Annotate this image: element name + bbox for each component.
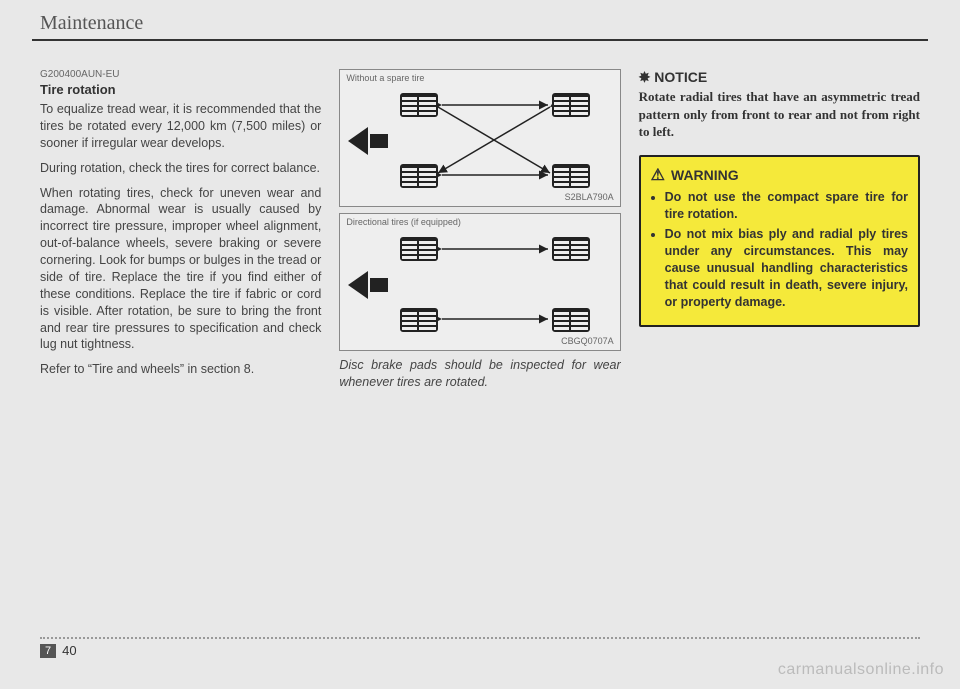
tire-icon (400, 237, 438, 261)
warning-triangle-icon: ⚠ (651, 165, 665, 185)
warning-label: WARNING (671, 167, 739, 183)
tire-icon (400, 164, 438, 188)
tire-diagram (400, 93, 590, 188)
tire-icon (552, 164, 590, 188)
direction-arrow-icon (348, 271, 388, 299)
warning-item: Do not use the compact spare tire for ti… (665, 189, 908, 223)
tire-diagram (400, 237, 590, 332)
subheading: Tire rotation (40, 82, 321, 97)
figure-body (340, 83, 619, 192)
paragraph: Refer to “Tire and wheels” in section 8. (40, 361, 321, 378)
paragraph: During rotation, check the tires for cor… (40, 160, 321, 177)
notice-label: NOTICE (654, 69, 707, 85)
tire-icon (400, 308, 438, 332)
chapter-number: 7 (40, 644, 56, 658)
manual-page: Maintenance G200400AUN-EU Tire rotation … (32, 12, 928, 662)
content-columns: G200400AUN-EU Tire rotation To equalize … (32, 69, 928, 391)
tire-icon (552, 237, 590, 261)
tire-icon (400, 93, 438, 117)
column-middle: Without a spare tire (339, 69, 620, 391)
figure-code: CBGQ0707A (340, 336, 619, 350)
figure-body (340, 227, 619, 336)
notice-body: Rotate radial tires that have an asymmet… (639, 88, 920, 141)
warning-item: Do not mix bias ply and radial ply tires… (665, 226, 908, 310)
warning-list: Do not use the compact spare tire for ti… (651, 189, 908, 311)
column-left: G200400AUN-EU Tire rotation To equalize … (40, 69, 321, 391)
reference-code: G200400AUN-EU (40, 69, 321, 80)
header-row: Maintenance (32, 12, 928, 41)
figure-rotation-directional: Directional tires (if equipped) (339, 213, 620, 351)
figure-rotation-cross: Without a spare tire (339, 69, 620, 207)
page-number: 40 (62, 643, 76, 658)
section-title: Maintenance (32, 12, 928, 35)
watermark: carmanualsonline.info (778, 661, 944, 679)
page-footer: 7 40 (40, 637, 920, 658)
figure-code: S2BLA790A (340, 192, 619, 206)
figure-caption: Directional tires (if equipped) (340, 214, 619, 227)
column-right: ✸ NOTICE Rotate radial tires that have a… (639, 69, 920, 391)
paragraph: To equalize tread wear, it is recom­mend… (40, 101, 321, 152)
notice-heading: ✸ NOTICE (639, 69, 920, 86)
paragraph: When rotating tires, check for uneven we… (40, 185, 321, 354)
figure-caption: Without a spare tire (340, 70, 619, 83)
direction-arrow-icon (348, 127, 388, 155)
warning-heading: ⚠ WARNING (651, 165, 908, 185)
tire-icon (552, 308, 590, 332)
figure-note: Disc brake pads should be inspected for … (339, 357, 620, 391)
tire-icon (552, 93, 590, 117)
warning-box: ⚠ WARNING Do not use the compact spare t… (639, 155, 920, 327)
notice-marker-icon: ✸ (639, 69, 651, 85)
